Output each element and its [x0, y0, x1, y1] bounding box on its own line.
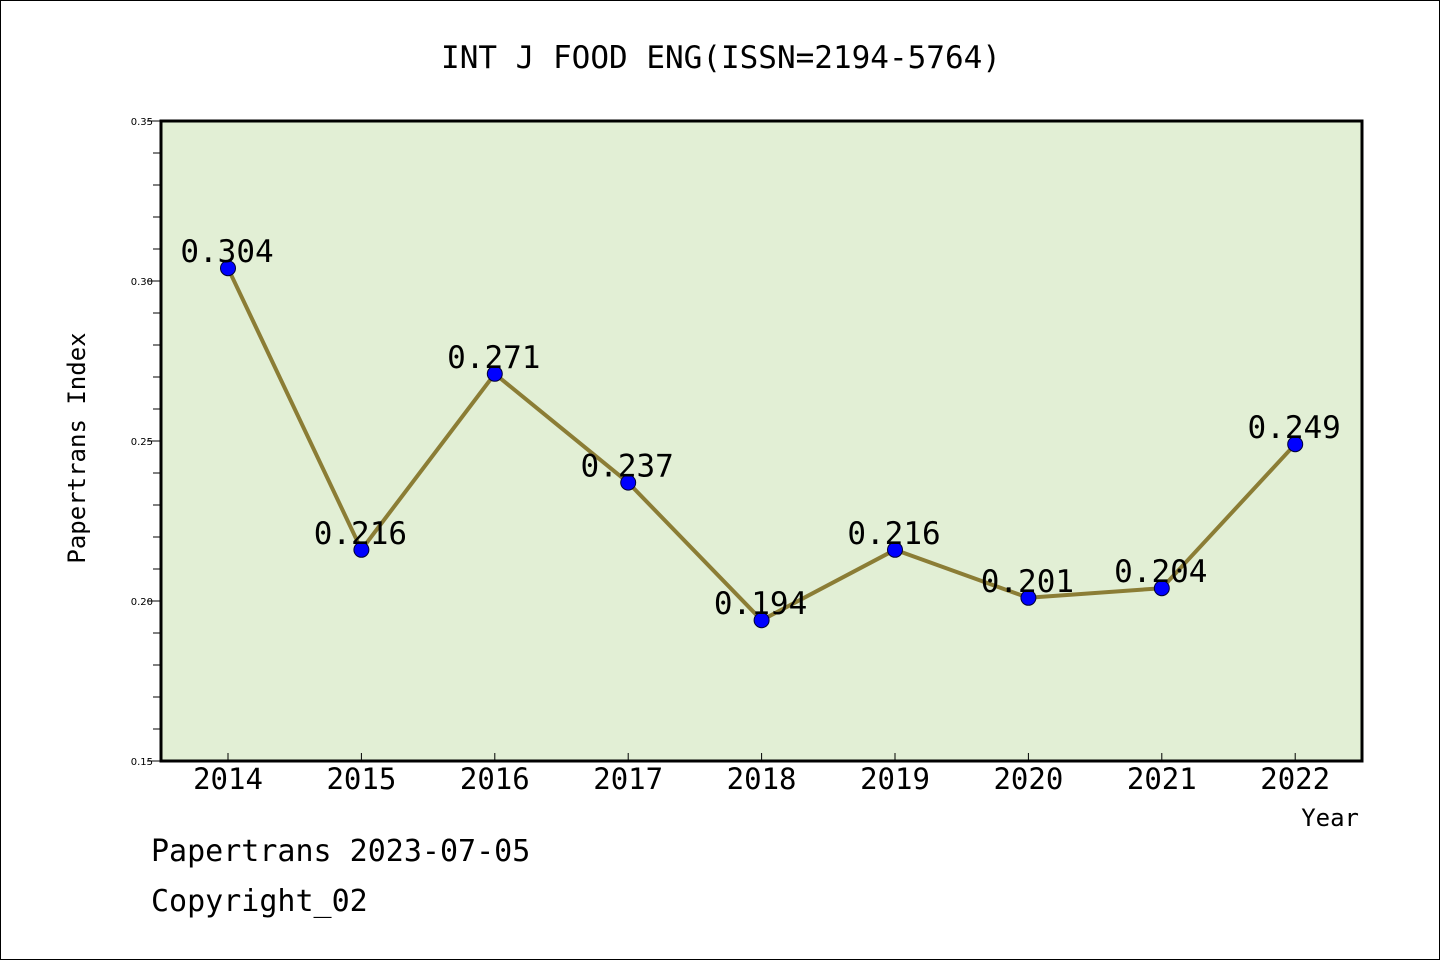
data-label: 0.194: [714, 586, 807, 622]
y-axis-title: Papertrans Index: [63, 332, 91, 563]
data-point: [1153, 580, 1170, 597]
data-point: [620, 474, 637, 491]
data-point: [353, 541, 370, 558]
x-axis-ticks: 2014 2015 2016 2017 2018 2019 2020 2021 2022: [193, 753, 1330, 796]
plot-area: [159, 119, 1364, 763]
x-tick-label: 2015: [326, 762, 396, 796]
data-label: 0.237: [581, 449, 674, 485]
x-axis-title: Year: [1301, 804, 1359, 832]
data-point: [1287, 436, 1304, 453]
data-point: [486, 365, 503, 382]
x-tick-label: 2021: [1127, 762, 1197, 796]
x-tick-label: 2014: [193, 762, 263, 796]
x-tick-label: 2020: [993, 762, 1063, 796]
y-tick-label: 0.20: [131, 597, 153, 608]
data-label: 0.216: [847, 516, 940, 552]
data-label: 0.271: [447, 340, 540, 376]
y-tick-label: 0.25: [131, 437, 153, 448]
x-tick-label: 2018: [727, 762, 797, 796]
chart-title: INT J FOOD ENG(ISSN=2194-5764): [441, 40, 1001, 76]
y-tick-label: 0.30: [131, 277, 153, 288]
data-labels: 0.304 0.216 0.271 0.237 0.194 0.216 0.201 0.204…: [180, 234, 1341, 622]
y-axis-ticks: 0.15 0.20 0.25 0.30 0.35: [131, 117, 161, 768]
data-point: [753, 612, 770, 629]
data-point: [887, 541, 903, 558]
x-tick-label: 2022: [1260, 762, 1330, 796]
x-tick-label: 2019: [860, 762, 930, 796]
data-label: 0.249: [1248, 410, 1341, 446]
footer-date-text: Papertrans 2023-07-05: [151, 834, 531, 869]
footer-copyright-text: Copyright_02: [151, 884, 368, 919]
x-tick-label: 2016: [460, 762, 530, 796]
data-label: 0.216: [314, 516, 407, 552]
x-tick-label: 2017: [593, 762, 663, 796]
data-markers: [220, 260, 1304, 629]
data-point: [220, 260, 236, 277]
data-label: 0.304: [180, 234, 273, 270]
data-label: 0.201: [981, 564, 1074, 600]
data-label: 0.204: [1114, 554, 1207, 590]
y-tick-label: 0.15: [131, 757, 153, 768]
y-tick-label: 0.35: [131, 117, 153, 128]
data-point: [1020, 589, 1037, 606]
